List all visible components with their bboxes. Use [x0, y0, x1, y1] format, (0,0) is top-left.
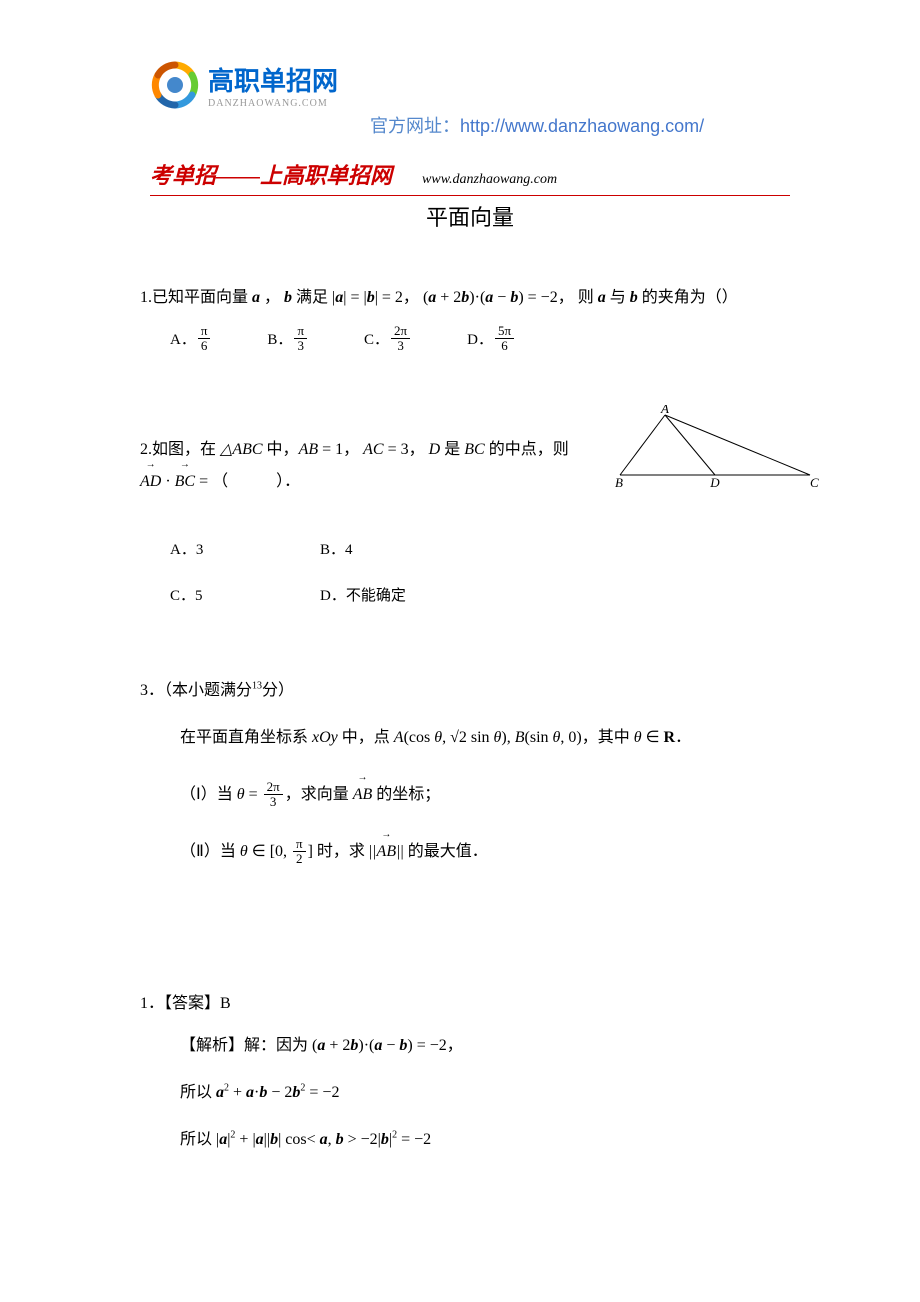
q1-option-b: B． π3 — [267, 324, 309, 354]
question-2: 2.如图，在 △ABC 中，AB = 1， AC = 3， D 是 BC 的中点… — [140, 434, 590, 498]
q3-part1: （Ⅰ）当 θ = 2π3，求向量 AB 的坐标； — [180, 779, 800, 811]
url-label: 官方网址： — [370, 116, 460, 136]
content: 平面向量 1.已知平面向量 a ， b 满足 |a| = |b| = 2， (a… — [140, 200, 800, 1166]
svg-text:D: D — [709, 475, 720, 490]
url-link: http://www.danzhaowang.com/ — [460, 116, 704, 136]
slogan: 考单招——上高职单招网 — [150, 158, 392, 190]
q2-option-d: D．不能确定 — [320, 584, 570, 605]
q2-options: A．3 B．4 C．5 D．不能确定 — [170, 538, 800, 605]
svg-text:A: A — [660, 405, 669, 416]
q3-body: 在平面直角坐标系 xOy 中，点 A(cos θ, √2 sin θ), B(s… — [180, 722, 800, 754]
official-url: 官方网址：http://www.danzhaowang.com/ — [370, 112, 704, 138]
q2-option-c: C．5 — [170, 584, 320, 605]
q1-option-d: D． 5π6 — [467, 324, 516, 354]
logo-subtitle: DANZHAOWANG.COM — [208, 98, 338, 109]
answer-1-step2: 所以 a2 + a·b − 2b2 = −2 — [180, 1077, 800, 1109]
logo-title: 高职单招网 — [208, 61, 338, 98]
q1-text: 1.已知平面向量 — [140, 289, 252, 306]
q1-option-c: C． 2π3 — [364, 324, 412, 354]
logo-icon — [150, 60, 200, 110]
answer-1-step3: 所以 |a|2 + |a||b| cos< a, b > −2|b|2 = −2 — [180, 1124, 800, 1156]
answer-1: 1．【答案】B — [140, 988, 800, 1020]
triangle-diagram: A B C D — [610, 405, 810, 500]
logo-section: 高职单招网 DANZHAOWANG.COM — [150, 60, 338, 110]
question-1: 1.已知平面向量 a ， b 满足 |a| = |b| = 2， (a + 2b… — [140, 282, 800, 314]
logo-text: 高职单招网 DANZHAOWANG.COM — [208, 61, 338, 109]
svg-text:B: B — [615, 475, 623, 490]
answer-1-explain: 【解析】解：因为 (a + 2b)·(a − b) = −2， — [180, 1030, 800, 1062]
q2-option-b: B．4 — [320, 538, 570, 559]
slogan-url: www.danzhaowang.com — [422, 172, 557, 188]
q3-part2: （Ⅱ）当 θ ∈ [0, π2] 时，求 ||AB|| 的最大值． — [180, 836, 800, 868]
q1-option-a: A． π6 — [170, 324, 212, 354]
q1-options: A． π6 B． π3 C． 2π3 D． 5π6 — [170, 324, 800, 354]
q2-option-a: A．3 — [170, 538, 320, 559]
svg-text:C: C — [810, 475, 819, 490]
page-title: 平面向量 — [140, 200, 800, 232]
slogan-section: 考单招——上高职单招网 www.danzhaowang.com — [150, 158, 790, 196]
question-3: 3．（本小题满分13分） — [140, 675, 800, 707]
